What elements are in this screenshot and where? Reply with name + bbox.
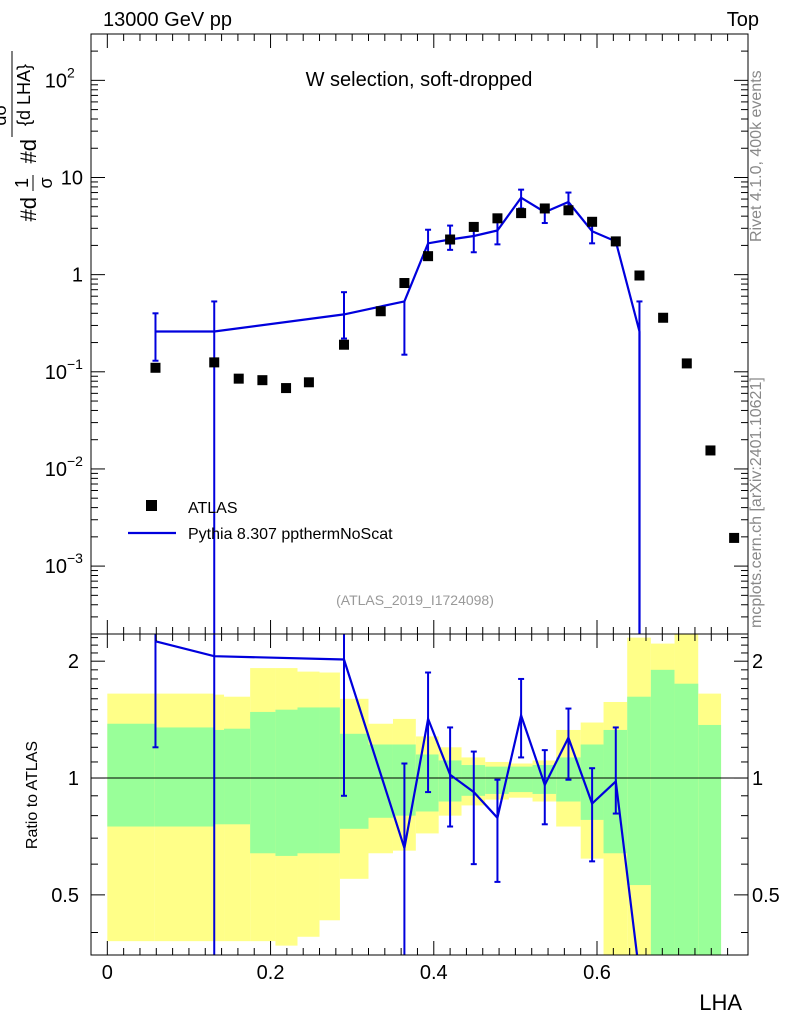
atlas-data-point xyxy=(516,208,527,219)
legend-atlas-label: ATLAS xyxy=(188,500,238,517)
header-left: 13000 GeV pp xyxy=(103,9,232,31)
ratio-y-axis-label: Ratio to ATLAS xyxy=(24,741,41,849)
ratio-ytick-label: 2 xyxy=(68,651,79,673)
atlas-data-point xyxy=(729,532,740,543)
band-inner xyxy=(107,723,155,827)
band-inner xyxy=(297,707,320,854)
main-data-series xyxy=(150,203,740,543)
main-ytick-exp: 2 xyxy=(67,64,75,80)
ratio-mc-group xyxy=(152,634,639,955)
atlas-data-point xyxy=(257,375,268,386)
axes-frames xyxy=(90,33,749,956)
main-ytick-exp: −2 xyxy=(67,453,83,469)
plot-title: W selection, soft-dropped xyxy=(306,69,533,91)
legend-mc-label: Pythia 8.307 ppthermNoScat xyxy=(188,526,393,543)
band-inner xyxy=(674,683,699,955)
main-ytick-exp: −1 xyxy=(67,356,83,372)
main-mc-line xyxy=(155,196,641,634)
band-inner xyxy=(698,724,722,955)
atlas-data-point xyxy=(658,312,669,323)
ylabel-d2: #d xyxy=(16,139,41,163)
main-ytick-label: 10 −3 xyxy=(45,550,83,578)
main-mc-series xyxy=(152,188,643,634)
main-frame xyxy=(90,33,749,635)
band-inner xyxy=(508,766,533,793)
ratio-ytick-label-right: 1 xyxy=(752,768,763,790)
legend: ATLAS Pythia 8.307 ppthermNoScat xyxy=(128,500,393,543)
main-y-axis-label: #d 1 σ #d dσ {d LHA} xyxy=(0,51,56,221)
band-inner xyxy=(224,728,251,825)
atlas-data-point xyxy=(539,203,550,214)
ratio-mc-line xyxy=(155,640,639,955)
ratio-uncertainty-bands xyxy=(107,634,722,955)
ratio-ytick-label-right: 0.5 xyxy=(752,885,780,907)
rivet-version-label: Rivet 4.1.0, 400k events xyxy=(748,70,765,242)
atlas-data-point xyxy=(339,339,350,350)
band-inner xyxy=(214,729,225,825)
atlas-data-point xyxy=(468,221,479,232)
main-ytick-label: 10 2 xyxy=(45,64,75,92)
main-ytick-label: 1 xyxy=(72,265,83,287)
main-ytick-base: 10 xyxy=(45,70,67,92)
band-inner xyxy=(650,669,675,955)
band-inner xyxy=(154,727,215,827)
ylabel-sigma: σ xyxy=(36,177,56,188)
main-ytick-label: 10 xyxy=(61,168,83,190)
atlas-data-point xyxy=(563,205,574,216)
atlas-data-point xyxy=(681,358,692,369)
atlas-data-point xyxy=(281,383,292,394)
atlas-data-point xyxy=(445,234,456,245)
ratio-ytick-label-right: 2 xyxy=(752,651,763,673)
atlas-data-point xyxy=(399,278,410,289)
atlas-data-point xyxy=(150,362,161,373)
main-ytick-label: 10 −1 xyxy=(45,356,83,384)
ratio-mc-series xyxy=(152,634,639,955)
main-ytick-exp: −3 xyxy=(67,550,83,566)
ratio-frame xyxy=(90,633,749,956)
atlas-data-point xyxy=(209,357,220,368)
x-axis-label: LHA xyxy=(699,990,742,1015)
band-inner xyxy=(250,711,276,854)
atlas-data-point xyxy=(375,306,386,317)
main-ytick-base: 10 xyxy=(45,362,67,384)
ylabel-one: 1 xyxy=(12,178,32,188)
atlas-data-point xyxy=(423,251,434,262)
main-ytick-base: 10 xyxy=(45,556,67,578)
ratio-xtick-label: 0.4 xyxy=(420,962,448,984)
main-ytick-label: 10 −2 xyxy=(45,453,83,481)
legend-atlas-marker xyxy=(146,500,157,511)
atlas-data-point xyxy=(303,377,314,388)
band-inner xyxy=(627,696,651,886)
ratio-ytick-label: 0.5 xyxy=(51,885,79,907)
band-inner xyxy=(368,744,393,818)
ratio-xtick-label: 0.6 xyxy=(583,962,611,984)
main-ytick-base: 10 xyxy=(45,459,67,481)
ratio-xtick-label: 0 xyxy=(102,962,113,984)
atlas-data-point xyxy=(492,213,503,224)
ylabel-dlha: {d LHA} xyxy=(14,64,34,126)
ylabel-d1: #d xyxy=(16,197,41,221)
main-mc-group xyxy=(152,188,643,634)
band-inner xyxy=(275,709,298,856)
ratio-ytick-label: 1 xyxy=(68,768,79,790)
axis-ticks xyxy=(91,33,748,955)
atlas-data-point xyxy=(587,216,598,227)
band-inner xyxy=(319,707,340,854)
ratio-xtick-label: 0.2 xyxy=(257,962,285,984)
source-label: mcplots.cern.ch [arXiv:2401.10621] xyxy=(748,377,765,628)
ylabel-dsigma: dσ xyxy=(0,104,10,125)
header-right: Top xyxy=(726,9,759,31)
atlas-data-point xyxy=(233,373,244,384)
atlas-data-point xyxy=(610,236,621,247)
atlas-data-point xyxy=(705,445,716,456)
atlas-data-point xyxy=(634,270,645,281)
analysis-watermark: (ATLAS_2019_I1724098) xyxy=(336,592,494,608)
